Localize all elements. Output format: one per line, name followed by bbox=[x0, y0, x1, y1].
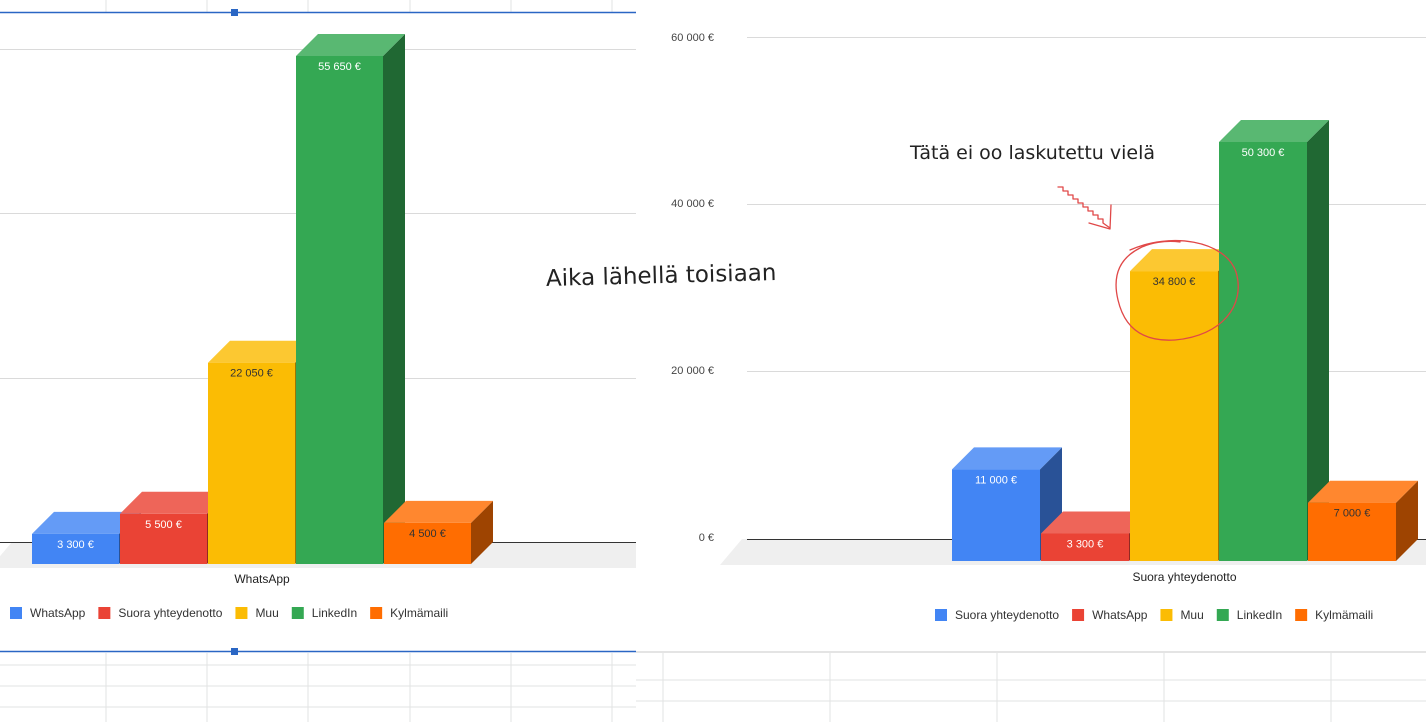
legend-item-suora-yhteydenotto: Suora yhteydenotto bbox=[935, 608, 1059, 622]
legend-label: Muu bbox=[255, 606, 278, 620]
legend-item-kylm-maili: Kylmämaili bbox=[1295, 608, 1373, 622]
bar-front bbox=[952, 469, 1040, 561]
arrow-head bbox=[1088, 204, 1112, 230]
category-label: Suora yhteydenotto bbox=[1132, 570, 1236, 584]
selection-handle bbox=[231, 9, 238, 16]
data-label: 7 000 € bbox=[1334, 508, 1371, 520]
bar-front bbox=[208, 362, 295, 564]
bar-top bbox=[208, 340, 317, 363]
legend-swatch bbox=[1160, 609, 1173, 621]
bar-top bbox=[32, 511, 141, 534]
legend-swatch bbox=[98, 607, 111, 619]
red-markup bbox=[1057, 186, 1239, 341]
bar-side bbox=[1396, 480, 1418, 561]
bar-top bbox=[296, 34, 405, 56]
chart-right: 0 € 20 000 € 40 000 € 60 000 € 11 000 € 3 300… bbox=[671, 32, 1426, 622]
bar-front bbox=[1308, 502, 1396, 561]
bar-top bbox=[1219, 120, 1329, 142]
bar-top bbox=[1130, 249, 1240, 272]
legend-item-linkedin: LinkedIn bbox=[1216, 608, 1282, 622]
legend-swatch bbox=[10, 607, 22, 619]
data-label: 11 000 € bbox=[975, 474, 1017, 486]
legend-swatch bbox=[1295, 609, 1308, 621]
legend-label: Kylmämaili bbox=[390, 606, 448, 620]
legend-item-suora-yhteydenotto: Suora yhteydenotto bbox=[98, 606, 223, 620]
legend-label: Suora yhteydenotto bbox=[118, 606, 222, 620]
legend-label: Kylmämaili bbox=[1315, 608, 1373, 622]
data-label: 3 300 € bbox=[57, 539, 94, 551]
y-tick-label: 0 € bbox=[699, 532, 714, 544]
legend-swatch bbox=[235, 607, 248, 619]
arrow-shaft bbox=[1057, 186, 1111, 229]
data-label: 50 300 € bbox=[1242, 147, 1285, 159]
y-tick-label: 20 000 € bbox=[671, 365, 714, 377]
bar-side bbox=[1307, 120, 1329, 561]
bar-top bbox=[384, 500, 493, 523]
legend-swatch bbox=[935, 609, 947, 621]
y-tick-label: 60 000 € bbox=[671, 32, 714, 44]
bar-front bbox=[1130, 271, 1218, 561]
legend: Suora yhteydenotto WhatsApp Muu LinkedIn Kyl… bbox=[935, 608, 1373, 622]
legend-label: Suora yhteydenotto bbox=[955, 608, 1059, 622]
legend-item-muu: Muu bbox=[1160, 608, 1204, 622]
legend-label: WhatsApp bbox=[30, 606, 86, 620]
legend-swatch bbox=[1072, 609, 1085, 621]
bar-whatsapp: 3 300 € bbox=[1041, 511, 1151, 561]
bar-front bbox=[32, 533, 119, 564]
bar-kylm-maili: 7 000 € bbox=[1308, 480, 1418, 561]
legend-item-linkedin: LinkedIn bbox=[291, 606, 357, 620]
category-label: WhatsApp bbox=[234, 572, 290, 586]
legend: WhatsApp Suora yhteydenotto Muu LinkedIn Kyl… bbox=[10, 606, 448, 620]
bar-linkedin: 55 650 € bbox=[296, 34, 405, 564]
legend-item-muu: Muu bbox=[235, 606, 279, 620]
bar-top bbox=[952, 447, 1062, 470]
legend-item-kylm-maili: Kylmämaili bbox=[370, 606, 448, 620]
bar-top bbox=[1308, 480, 1418, 503]
bar-front bbox=[1041, 533, 1129, 561]
legend-label: LinkedIn bbox=[312, 606, 357, 620]
bar-front bbox=[1219, 142, 1307, 561]
bar-front bbox=[296, 56, 383, 564]
y-tick-label: 40 000 € bbox=[671, 198, 714, 210]
bar-kylm-maili: 4 500 € bbox=[384, 500, 493, 564]
bar-linkedin: 50 300 € bbox=[1219, 120, 1329, 561]
legend-item-whatsapp: WhatsApp bbox=[1072, 608, 1148, 622]
data-label: 4 500 € bbox=[409, 528, 446, 540]
data-label: 34 800 € bbox=[1153, 276, 1196, 288]
data-label: 22 050 € bbox=[230, 368, 273, 380]
bar-front bbox=[120, 513, 207, 564]
legend-item-whatsapp: WhatsApp bbox=[10, 606, 86, 620]
bar-side bbox=[471, 500, 493, 564]
legend-label: Muu bbox=[1180, 608, 1203, 622]
chart-left: 3 300 € 5 500 € 22 050 € 55 650 € 4 500 € Wha… bbox=[0, 34, 636, 620]
legend-label: WhatsApp bbox=[1092, 608, 1148, 622]
legend-swatch bbox=[1216, 609, 1229, 621]
legend-swatch bbox=[370, 607, 383, 619]
legend-label: LinkedIn bbox=[1237, 608, 1282, 622]
legend-swatch bbox=[291, 607, 304, 619]
selection-handle bbox=[231, 648, 238, 655]
highlight-circle bbox=[1115, 239, 1239, 341]
bar-side bbox=[383, 34, 405, 564]
bar-top bbox=[1041, 511, 1151, 534]
data-label: 3 300 € bbox=[1067, 539, 1104, 551]
data-label: 5 500 € bbox=[145, 519, 182, 531]
bar-front bbox=[384, 522, 471, 564]
bar-top bbox=[120, 491, 229, 514]
data-label: 55 650 € bbox=[318, 61, 361, 73]
bar-suora-yhteydenotto: 11 000 € bbox=[952, 447, 1062, 561]
